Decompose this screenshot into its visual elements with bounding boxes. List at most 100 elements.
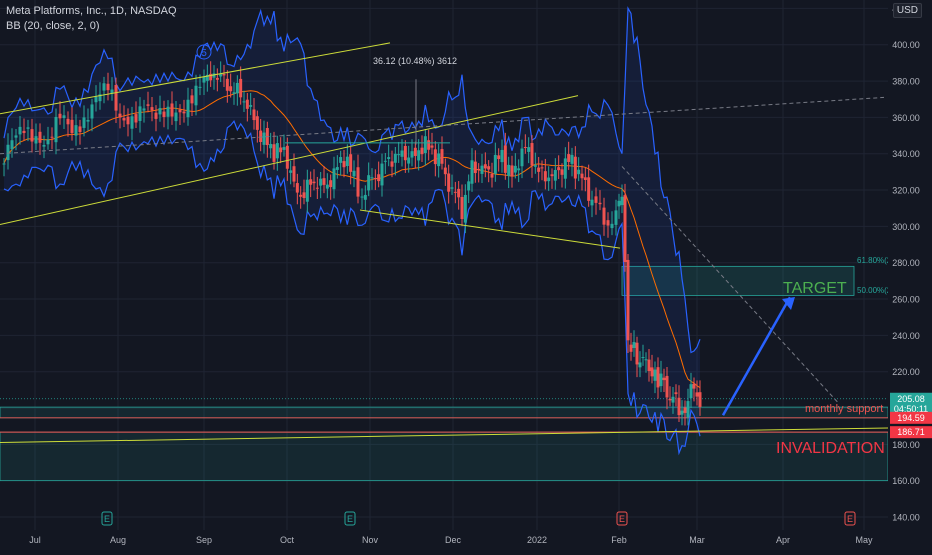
y-tick-label: 160.00 <box>892 476 920 486</box>
candle-body <box>397 154 401 156</box>
symbol-title: Meta Platforms, Inc., 1D, NASDAQ <box>6 5 177 17</box>
x-tick-label: Dec <box>445 535 462 545</box>
candle-body <box>106 83 110 91</box>
candle-body <box>677 397 681 416</box>
candle-body <box>626 259 630 341</box>
candle-body <box>680 410 684 415</box>
candle-body <box>162 111 166 118</box>
candle-body <box>617 200 621 207</box>
y-tick-label: 400.00 <box>892 40 920 50</box>
candle-body <box>695 392 699 397</box>
candle-body <box>26 127 30 129</box>
candle-body <box>503 145 507 173</box>
candle-body <box>557 167 561 171</box>
candle-body <box>215 77 219 80</box>
candle-body <box>222 74 226 76</box>
candle-body <box>312 181 316 184</box>
x-tick-label: Jul <box>29 535 41 545</box>
candle-body <box>170 103 174 117</box>
candle-body <box>345 156 349 166</box>
candle-body <box>349 154 353 172</box>
candle-body <box>269 143 273 149</box>
candle-body <box>610 223 614 229</box>
candle-body <box>325 184 329 189</box>
candle-body <box>477 168 481 170</box>
candle-body <box>520 148 524 167</box>
x-tick-label: May <box>855 535 873 545</box>
earnings-label: E <box>347 514 353 524</box>
candle-body <box>598 202 602 205</box>
candle-body <box>490 173 494 178</box>
candle-body <box>242 101 246 103</box>
candle-body <box>417 150 421 161</box>
target-arrow-shaft <box>721 296 792 416</box>
candle-body <box>126 116 130 125</box>
candle-body <box>641 357 645 359</box>
candle-body <box>580 173 584 179</box>
candle-body <box>543 171 547 182</box>
currency-badge[interactable]: USD <box>892 3 922 18</box>
level-1-tag-bg <box>890 411 932 424</box>
target-arrow-head <box>782 297 795 310</box>
candle-body <box>659 373 663 387</box>
candle-body <box>457 188 461 198</box>
candle-body <box>219 74 223 77</box>
candle-body <box>335 167 339 170</box>
candle-body <box>497 155 501 160</box>
candle-body <box>302 192 306 199</box>
candle-body <box>440 149 444 164</box>
fib-50-label: 50.00%(2 <box>857 286 892 295</box>
candle-body <box>22 130 26 134</box>
earnings-marker <box>616 511 628 526</box>
candle-body <box>563 158 567 179</box>
candle-body <box>295 183 299 193</box>
target-label: TARGET <box>783 280 847 297</box>
candle-body <box>225 78 229 91</box>
candle-body <box>537 167 541 172</box>
candle-body <box>255 116 259 130</box>
candle-body <box>507 164 511 176</box>
annotations: 5 36.12 (10.48%) 3612 61.80%(2 50.00%(2 TARG… <box>101 44 892 526</box>
candle-body <box>644 359 648 361</box>
candle-body <box>650 367 654 377</box>
candle-body <box>437 153 441 167</box>
candle-body <box>205 74 209 81</box>
grid <box>0 0 888 530</box>
monthly-support-label: monthly support <box>805 403 883 415</box>
candle-body <box>540 167 544 169</box>
candle-body <box>342 161 346 168</box>
wave-circle <box>196 44 212 60</box>
candle-body <box>367 175 371 191</box>
candle-body <box>517 168 521 171</box>
candle-body <box>46 139 50 145</box>
candle-body <box>500 149 504 163</box>
earnings-marker <box>101 511 113 526</box>
price-axis: 140.00160.00180.00200.00220.00240.00260.… <box>888 0 932 550</box>
candle-body <box>198 86 202 88</box>
candle-body <box>279 147 283 153</box>
candle-body <box>390 161 394 167</box>
candle-body <box>332 168 336 190</box>
dashed-projection <box>621 166 839 403</box>
level-1-tag: 194.59 <box>897 413 925 423</box>
candle-body <box>620 196 624 206</box>
candle-body <box>50 136 54 138</box>
channel-bottom <box>359 209 621 249</box>
candle-body <box>235 82 239 94</box>
candle-body <box>547 177 551 182</box>
candle-body <box>493 154 497 174</box>
candle-body <box>453 191 457 193</box>
candle-body <box>553 169 557 181</box>
support-zone <box>0 406 889 419</box>
candle-body <box>692 383 696 389</box>
candle-body <box>339 157 343 163</box>
candle-body <box>6 144 10 161</box>
y-tick-label: 380.00 <box>892 77 920 87</box>
y-tick-label: 140.00 <box>892 513 920 523</box>
candle-body <box>430 145 434 148</box>
y-tick-label: 340.00 <box>892 149 920 159</box>
channel-mid <box>0 95 579 226</box>
candle-body <box>674 392 678 395</box>
